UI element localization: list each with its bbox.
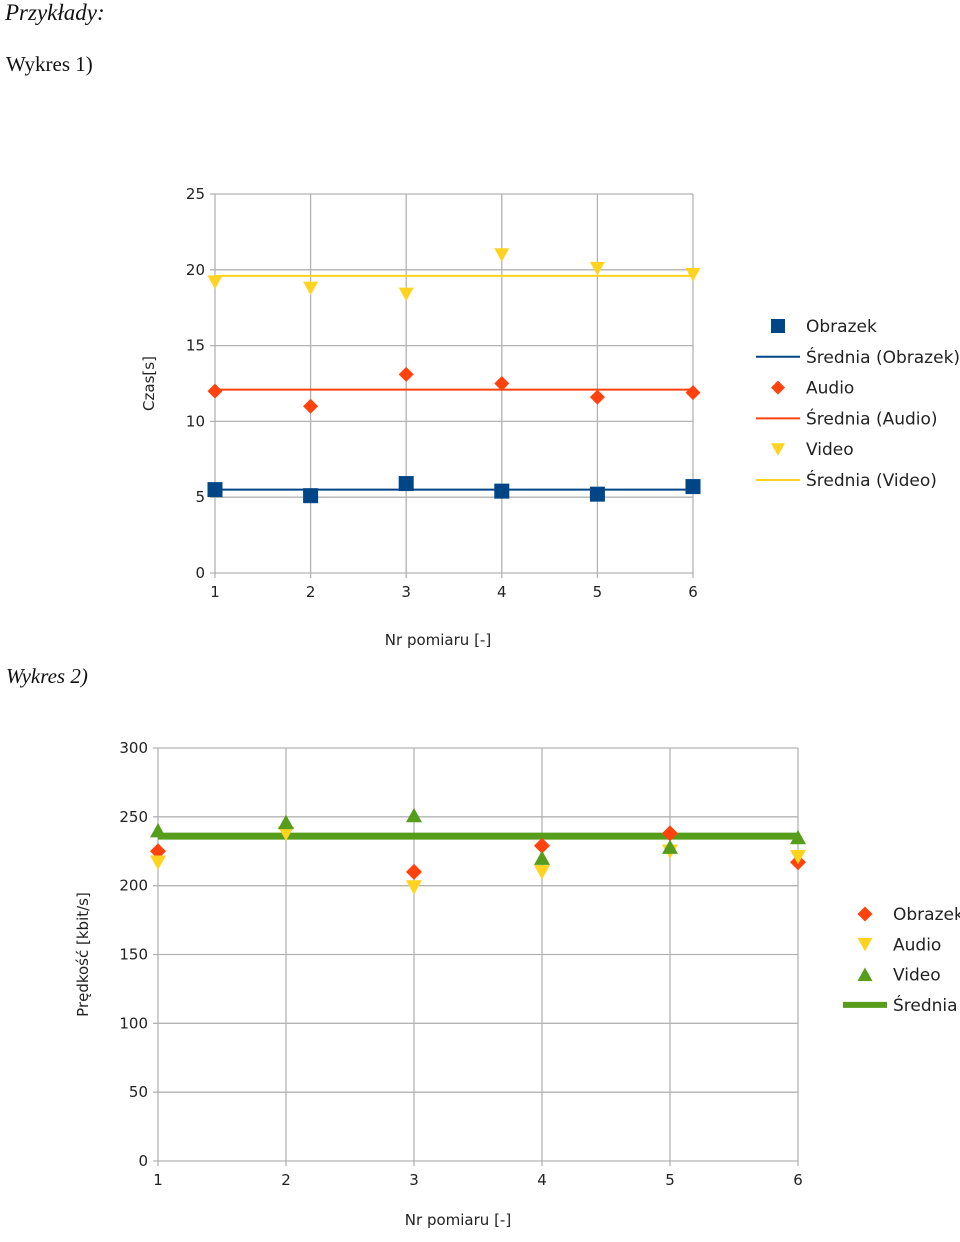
- x-axis-title: Nr pomiaru [-]: [385, 631, 491, 649]
- x-tick-label: 2: [306, 583, 316, 601]
- data-point-obrazek: [494, 483, 510, 499]
- data-point-obrazek: [303, 488, 319, 504]
- data-point-video: [207, 275, 223, 290]
- y-axis-title: Prędkość [kbit/s]: [74, 892, 92, 1017]
- x-tick-label: 1: [153, 1171, 163, 1189]
- x-tick-label: 5: [593, 583, 603, 601]
- legend-marker-swatch: [857, 906, 873, 922]
- legend-label: Obrazek: [806, 317, 877, 337]
- data-point-audio: [207, 383, 223, 399]
- legend-marker-swatch: [857, 937, 873, 952]
- y-axis-title: Czas[s]: [140, 356, 158, 411]
- y-tick-label: 5: [195, 488, 205, 506]
- data-point-obrazek: [662, 825, 678, 842]
- legend-label: Video: [806, 440, 854, 460]
- y-tick-label: 15: [186, 337, 205, 355]
- data-point-audio: [685, 385, 701, 401]
- legend-label: Audio: [806, 379, 854, 399]
- x-tick-label: 1: [210, 583, 220, 601]
- data-point-audio: [150, 855, 166, 870]
- x-tick-label: 4: [537, 1171, 547, 1189]
- legend-marker-swatch: [857, 967, 873, 981]
- y-tick-label: 25: [186, 185, 205, 203]
- data-point-video: [303, 281, 319, 296]
- data-point-audio: [589, 389, 605, 405]
- legend-marker-swatch: [771, 380, 785, 395]
- legend-label: Średnia (Obrazek): [806, 346, 960, 368]
- legend-marker-swatch: [771, 319, 785, 333]
- y-tick-label: 250: [119, 808, 148, 826]
- data-point-obrazek: [685, 479, 701, 495]
- data-point-video: [685, 267, 701, 282]
- data-point-video: [589, 261, 605, 276]
- y-tick-label: 150: [119, 946, 148, 964]
- data-point-obrazek: [207, 482, 223, 498]
- legend-label: Audio: [893, 935, 941, 955]
- y-tick-label: 0: [195, 564, 205, 582]
- data-point-obrazek: [534, 837, 550, 854]
- x-tick-label: 6: [793, 1171, 803, 1189]
- x-tick-label: 4: [497, 583, 507, 601]
- data-point-audio: [494, 376, 510, 391]
- chart-czas: 0 5 10 15 20 25 1 2 3 4 5 6 Nr pomiaru [-] Czas[s] Obr…: [140, 185, 960, 649]
- data-point-video: [494, 248, 510, 262]
- data-point-video: [150, 823, 166, 838]
- data-point-video: [398, 287, 414, 302]
- data-point-video: [662, 839, 678, 854]
- chart2-caption: Wykres 2): [6, 664, 88, 688]
- x-axis-title: Nr pomiaru [-]: [405, 1211, 511, 1229]
- x-tick-label: 2: [281, 1171, 291, 1189]
- data-point-audio: [406, 880, 422, 895]
- chart-predkosc: 0 50 100 150 200 250 300 1 2 3 4 5 6 Nr pomiaru [-] Pr…: [74, 739, 960, 1229]
- data-point-obrazek: [398, 476, 414, 492]
- y-tick-label: 0: [138, 1152, 148, 1170]
- data-point-obrazek: [150, 843, 166, 860]
- y-tick-label: 200: [119, 877, 148, 895]
- x-tick-label: 3: [401, 583, 411, 601]
- x-tick-label: 3: [409, 1171, 419, 1189]
- legend-label: Obrazek: [893, 905, 960, 925]
- page-heading: Przykłady:: [5, 0, 105, 25]
- data-point-audio: [398, 366, 414, 382]
- data-point-obrazek: [589, 486, 605, 502]
- data-point-audio: [790, 849, 806, 865]
- y-tick-label: 100: [119, 1014, 148, 1032]
- data-point-video: [406, 807, 422, 823]
- x-tick-label: 5: [665, 1171, 675, 1189]
- y-tick-label: 20: [186, 261, 205, 279]
- data-point-audio: [303, 398, 319, 414]
- data-point-audio: [534, 865, 550, 880]
- x-tick-label: 6: [688, 583, 698, 601]
- y-tick-label: 300: [119, 739, 148, 757]
- legend-label: Średnia (Video): [806, 469, 937, 491]
- y-tick-label: 50: [129, 1083, 148, 1101]
- data-point-audio: [278, 826, 294, 841]
- legend-marker-swatch: [771, 443, 785, 456]
- y-tick-label: 10: [186, 412, 205, 430]
- legend-label: Średnia (Audio): [806, 407, 938, 429]
- data-point-video: [278, 814, 294, 830]
- chart1-caption: Wykres 1): [6, 52, 93, 76]
- legend-label: Średnia: [893, 994, 958, 1016]
- data-point-video: [534, 850, 550, 865]
- legend-label: Video: [893, 966, 941, 986]
- data-point-video: [790, 829, 806, 845]
- data-point-obrazek: [406, 863, 422, 880]
